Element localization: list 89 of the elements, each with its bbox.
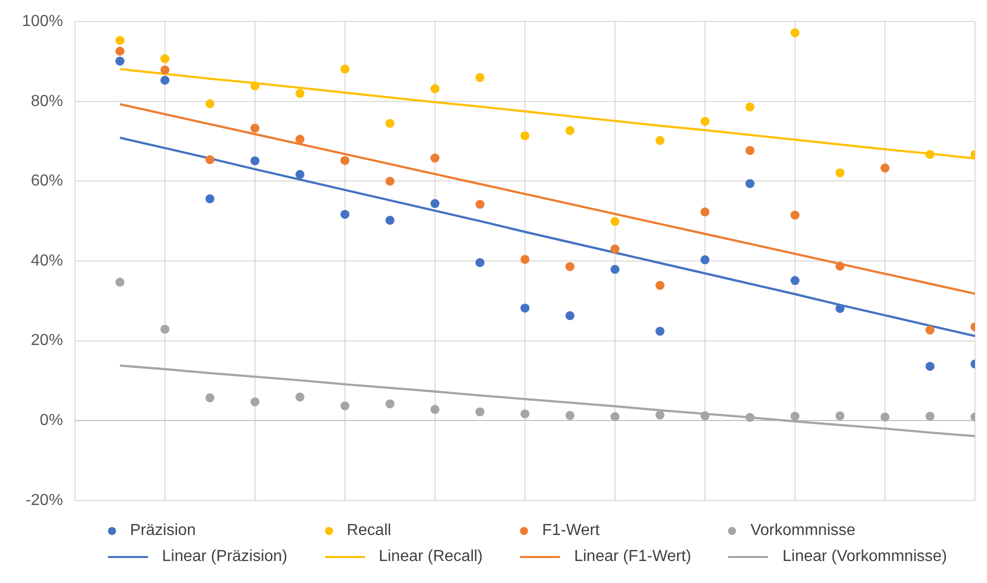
- y-tick-label: 20%: [30, 332, 63, 350]
- point: [655, 280, 664, 290]
- point: [565, 262, 574, 272]
- point: [115, 46, 124, 56]
- point: [790, 276, 800, 286]
- point: [655, 410, 664, 420]
- point: [340, 64, 350, 74]
- point: [115, 36, 124, 45]
- legend-label: F1-Wert: [542, 522, 600, 540]
- y-tick-label: 40%: [30, 252, 63, 270]
- point: [880, 412, 890, 422]
- point: [295, 170, 304, 179]
- point: [700, 207, 710, 216]
- point: [340, 156, 350, 165]
- point: [610, 412, 620, 422]
- point: [520, 304, 530, 313]
- point: [385, 216, 394, 225]
- point: [295, 392, 304, 402]
- point: [340, 210, 350, 219]
- point: [115, 56, 124, 66]
- point: [700, 255, 710, 264]
- point: [925, 362, 934, 371]
- point: [610, 217, 620, 226]
- point: [655, 326, 664, 336]
- point: [745, 102, 754, 112]
- point: [250, 124, 260, 133]
- point: [880, 164, 890, 173]
- point: [700, 116, 710, 126]
- point: [925, 150, 934, 159]
- point: [430, 404, 440, 414]
- point: [835, 411, 844, 420]
- legend-label: Recall: [346, 522, 392, 540]
- point: [385, 118, 394, 128]
- legend-label: Linear (Präzision): [162, 548, 288, 566]
- point: [250, 81, 260, 90]
- point: [205, 393, 214, 402]
- point: [205, 194, 214, 204]
- point: [160, 65, 170, 74]
- point: [160, 324, 170, 334]
- point: [745, 179, 754, 188]
- point: [385, 176, 394, 186]
- point: [250, 397, 260, 406]
- point: [835, 304, 844, 313]
- point: [340, 401, 350, 410]
- point: [385, 399, 394, 408]
- point: [520, 254, 530, 264]
- point: [925, 326, 934, 335]
- legend-label: Linear (Vorkommnisse): [782, 548, 947, 566]
- point: [520, 131, 530, 140]
- point: [565, 311, 574, 320]
- point: [520, 409, 530, 418]
- point: [835, 262, 844, 271]
- point: [790, 412, 800, 421]
- point: [475, 407, 484, 416]
- point: [205, 155, 214, 164]
- point: [430, 154, 440, 163]
- y-tick-label: 100%: [22, 13, 63, 30]
- legend-label: Linear (Recall): [378, 548, 483, 566]
- point: [745, 412, 754, 422]
- legend-label: Präzision: [130, 522, 196, 540]
- point: [115, 278, 124, 287]
- point: [160, 54, 170, 64]
- point: [790, 210, 800, 220]
- point: [700, 411, 710, 420]
- point: [655, 136, 664, 145]
- point: [745, 146, 754, 155]
- legend-label: Linear (F1-Wert): [574, 548, 692, 566]
- y-tick-label: 0%: [40, 412, 63, 430]
- point: [430, 84, 440, 94]
- point: [925, 412, 934, 421]
- point: [835, 168, 844, 178]
- point: [205, 99, 214, 108]
- point: [565, 410, 574, 420]
- point: [610, 244, 620, 254]
- point: [565, 126, 574, 136]
- point: [475, 258, 484, 268]
- point: [475, 72, 484, 82]
- legend-label: Vorkommnisse: [750, 522, 856, 540]
- y-tick-label: 60%: [30, 172, 63, 190]
- y-tick-label: 80%: [30, 92, 63, 110]
- y-tick-label: -20%: [26, 492, 63, 509]
- point: [250, 156, 260, 166]
- point: [295, 134, 304, 144]
- point: [160, 76, 170, 85]
- point: [610, 264, 620, 274]
- point: [430, 199, 440, 208]
- point: [475, 200, 484, 209]
- point: [295, 88, 304, 98]
- point: [790, 28, 800, 38]
